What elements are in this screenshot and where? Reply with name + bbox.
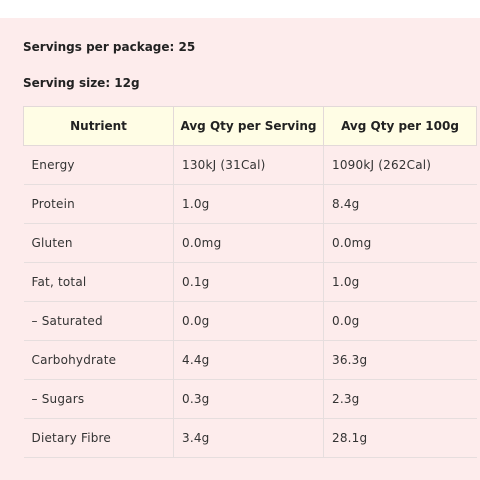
table-row: Energy 130kJ (31Cal) 1090kJ (262Cal) xyxy=(23,145,477,185)
table-row: – Sugars 0.3g 2.3g xyxy=(23,379,477,419)
per-100g-value: 1.0g xyxy=(323,262,477,302)
serving-size: Serving size: 12g xyxy=(23,76,140,90)
table-row: Protein 1.0g 8.4g xyxy=(23,184,477,224)
per-serving-value: 4.4g xyxy=(173,340,324,380)
per-100g-value: 2.3g xyxy=(323,379,477,419)
per-100g-value: 0.0g xyxy=(323,301,477,341)
per-serving-value: 130kJ (31Cal) xyxy=(173,145,324,185)
nutrition-table: Nutrient Avg Qty per Serving Avg Qty per… xyxy=(23,106,477,458)
per-serving-value: 1.0g xyxy=(173,184,324,224)
per-serving-value: 0.0mg xyxy=(173,223,324,263)
per-serving-value: 3.4g xyxy=(173,418,324,458)
table-row: Fat, total 0.1g 1.0g xyxy=(23,262,477,302)
table-row: Carbohydrate 4.4g 36.3g xyxy=(23,340,477,380)
per-100g-value: 0.0mg xyxy=(323,223,477,263)
nutrient-name: – Sugars xyxy=(23,379,174,419)
header-per-100g: Avg Qty per 100g xyxy=(323,106,477,146)
header-nutrient: Nutrient xyxy=(23,106,174,146)
nutrient-name: Gluten xyxy=(23,223,174,263)
per-serving-value: 0.3g xyxy=(173,379,324,419)
per-serving-value: 0.1g xyxy=(173,262,324,302)
servings-per-package: Servings per package: 25 xyxy=(23,40,196,54)
nutrient-name: Protein xyxy=(23,184,174,224)
per-100g-value: 8.4g xyxy=(323,184,477,224)
header-per-serving: Avg Qty per Serving xyxy=(173,106,324,146)
table-row: Dietary Fibre 3.4g 28.1g xyxy=(23,418,477,458)
nutrition-panel: Servings per package: 25 Serving size: 1… xyxy=(0,18,480,480)
table-row: Gluten 0.0mg 0.0mg xyxy=(23,223,477,263)
nutrient-name: Carbohydrate xyxy=(23,340,174,380)
per-100g-value: 1090kJ (262Cal) xyxy=(323,145,477,185)
nutrient-name: Dietary Fibre xyxy=(23,418,174,458)
per-100g-value: 36.3g xyxy=(323,340,477,380)
nutrient-name: Energy xyxy=(23,145,174,185)
table-header-row: Nutrient Avg Qty per Serving Avg Qty per… xyxy=(23,106,477,146)
table-row: – Saturated 0.0g 0.0g xyxy=(23,301,477,341)
nutrient-name: Fat, total xyxy=(23,262,174,302)
per-serving-value: 0.0g xyxy=(173,301,324,341)
nutrient-name: – Saturated xyxy=(23,301,174,341)
per-100g-value: 28.1g xyxy=(323,418,477,458)
